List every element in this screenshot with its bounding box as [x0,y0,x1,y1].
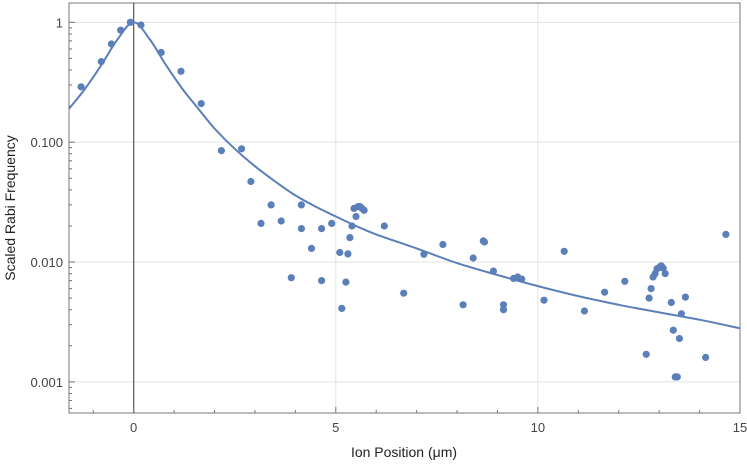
x-axis-title: Ion Position (μm) [351,444,457,460]
data-point [267,201,275,209]
data-point [560,247,568,255]
data-points [77,18,730,381]
data-point [722,230,730,238]
data-point [667,298,675,307]
data-point [344,250,352,258]
data-point [661,270,669,278]
data-point [400,289,408,297]
data-point [380,222,388,230]
data-point [677,310,686,318]
data-point [287,274,295,282]
data-point [307,244,316,252]
data-point [137,21,145,29]
data-point [601,288,609,296]
data-point [659,264,667,272]
data-point [177,67,185,75]
y-tick-label: 0.010 [30,255,63,270]
data-point [318,225,326,233]
data-point [126,18,134,26]
y-tick-labels: 1 0.100 0.010 0.001 [30,15,63,390]
y-tick-label: 0.100 [30,135,63,150]
data-point [342,278,350,286]
data-point [439,240,447,249]
x-tick-labels: 0 5 10 15 [130,420,747,435]
data-point [318,277,326,285]
data-point [621,277,629,285]
data-point [97,58,105,66]
data-point [238,145,246,153]
data-point [297,225,305,233]
data-point [117,26,125,34]
data-point [645,294,653,302]
x-tick-label: 15 [733,420,747,435]
data-point [420,250,428,258]
fit-curve [68,21,741,330]
plot-frame [68,2,741,414]
data-point [77,83,85,91]
x-tick-label: 5 [332,420,339,435]
data-point [336,248,344,257]
data-point [702,353,710,361]
grid-lines [69,3,741,413]
data-point [580,307,589,315]
data-point [518,275,526,283]
data-point [297,201,305,209]
y-tick-label: 1 [56,15,63,30]
data-point [669,326,677,334]
data-point [197,100,205,108]
data-point [257,219,265,227]
data-point [346,234,354,242]
x-tick-label: 0 [130,420,137,435]
data-point [673,373,681,381]
data-point [681,293,690,301]
data-point [647,285,655,293]
x-tick-label: 10 [531,420,545,435]
data-point [157,48,165,57]
data-point [540,296,548,304]
data-point [217,147,225,155]
data-point [489,267,497,275]
y-axis-title: Scaled Rabi Frequency [2,135,18,281]
data-point [338,304,346,312]
data-point [459,301,467,309]
data-point [642,350,650,358]
data-point [480,238,489,246]
data-point [469,254,477,262]
data-point [107,40,115,48]
data-point [499,306,508,314]
data-point [675,334,684,343]
data-point [277,217,285,225]
y-tick-label: 0.001 [30,375,63,390]
data-point [247,177,255,186]
data-point [328,219,336,227]
data-point [352,212,360,221]
tick-marks [69,21,741,413]
data-point [360,206,368,214]
data-point [348,222,356,230]
